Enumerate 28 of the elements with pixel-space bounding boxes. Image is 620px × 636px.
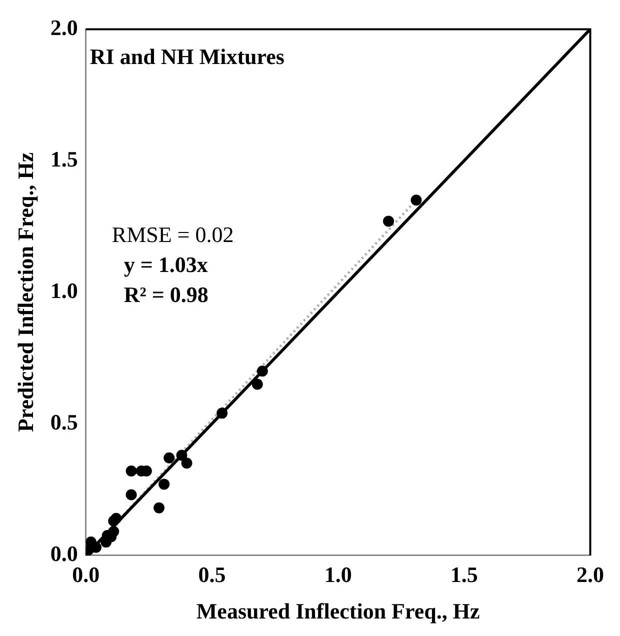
point [256, 366, 268, 377]
point [216, 408, 228, 419]
text: RI and NH Mixtures [90, 44, 285, 69]
point [126, 466, 137, 477]
point [164, 452, 175, 464]
point [126, 489, 137, 500]
annotation: RMSE = 0.02 [112, 222, 234, 247]
y-tick-label: 1.5 [50, 146, 78, 172]
y-axis-title: Predicted Inflection Freq., Hz [12, 152, 38, 432]
point [176, 450, 188, 461]
y-tick-label: 1.0 [50, 278, 78, 303]
x-tick-label: 1.0 [324, 562, 352, 588]
annotation: y = 1.03x [124, 252, 208, 277]
point [252, 378, 263, 390]
y-tick-label: 0.5 [50, 409, 78, 434]
x-tick-label: 0.5 [198, 562, 226, 588]
point [154, 502, 165, 514]
point [110, 512, 122, 524]
point [181, 458, 192, 469]
y-tick-label: 2.0 [50, 14, 78, 40]
x-tick-label: 1.5 [450, 562, 478, 588]
point [410, 194, 422, 206]
x-axis-title: Measured Inflection Freq., Hz [196, 598, 480, 624]
point [383, 216, 394, 227]
point [158, 478, 170, 490]
x-tick-label: 2.0 [576, 562, 604, 588]
annotation: R² = 0.98 [124, 282, 208, 307]
point [108, 526, 120, 538]
